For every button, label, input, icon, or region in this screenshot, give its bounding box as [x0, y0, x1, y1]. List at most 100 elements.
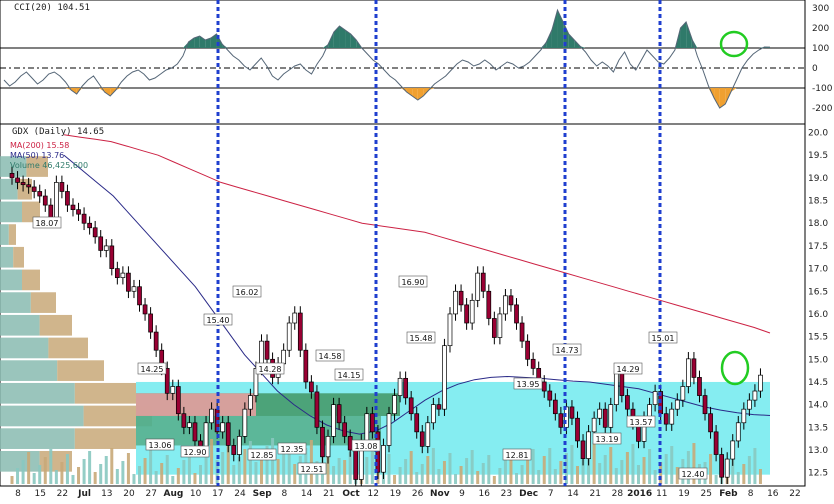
candle-body	[54, 182, 58, 220]
candle-body	[598, 409, 602, 418]
volume-bar	[271, 438, 274, 484]
candle-body	[420, 432, 424, 447]
volume-bar	[116, 469, 119, 484]
candle-body	[576, 418, 580, 441]
vp-bar	[0, 224, 9, 245]
volume-bar	[16, 468, 19, 484]
x-tick-label: Sep	[253, 489, 273, 499]
cci-tick-label: 300	[812, 4, 829, 14]
volume-bar	[105, 456, 108, 484]
candle-body	[93, 228, 97, 237]
volume-bar	[598, 463, 601, 484]
annotation-13-57: 13.57	[630, 418, 653, 427]
annotation-13-19: 13.19	[596, 435, 619, 444]
x-tick-label: Oct	[342, 489, 360, 499]
volume-bar	[399, 467, 402, 484]
candle-body	[747, 400, 751, 409]
volume-bar	[177, 468, 180, 484]
annotation-18-07: 18.07	[36, 219, 59, 228]
cci-header: CCI(20) 104.51	[14, 3, 90, 13]
volume-bar	[77, 467, 80, 484]
price-tick-label: 17.5	[808, 242, 828, 252]
candle-body	[559, 414, 563, 428]
candle-body	[670, 409, 674, 424]
candle-body	[442, 346, 446, 409]
candle-body	[515, 305, 519, 323]
volume-bar	[410, 451, 413, 484]
volume-bar	[193, 473, 196, 484]
x-tick-label: 2016	[627, 489, 652, 499]
price-tick-label: 18.0	[808, 219, 828, 229]
x-tick-label: 23	[501, 489, 512, 499]
candle-body	[681, 386, 685, 400]
volume-bar	[254, 462, 257, 484]
volume-bar	[421, 464, 424, 484]
annotation-14-28: 14.28	[259, 365, 282, 374]
cci-tick-label: 200	[812, 24, 829, 34]
candle-body	[104, 246, 108, 251]
candle-body	[60, 182, 64, 191]
annotation-13-95: 13.95	[517, 380, 540, 389]
candle-body	[692, 359, 696, 378]
candle-body	[709, 414, 713, 432]
x-tick-label: 12	[367, 489, 378, 499]
candle-body	[697, 377, 701, 395]
vp-bar	[0, 202, 22, 223]
candle-body	[664, 414, 668, 424]
candle-body	[398, 378, 402, 395]
vp-bar	[0, 292, 31, 313]
candle-body	[154, 332, 158, 350]
price-tick-label: 20.0	[808, 129, 828, 139]
volume-bar	[465, 458, 468, 484]
volume-bar	[277, 459, 280, 484]
volume-bar	[332, 466, 335, 484]
candle-body	[675, 400, 679, 409]
volume-bar	[676, 467, 679, 484]
volume-bar	[537, 470, 540, 484]
candle-body	[32, 187, 36, 192]
candle-body	[503, 296, 507, 314]
candle-body	[370, 414, 374, 432]
x-tick-label: 21	[323, 489, 334, 499]
volume-bar	[388, 454, 391, 484]
candle-body	[138, 287, 142, 305]
volume-bar	[521, 465, 524, 484]
candle-body	[326, 436, 330, 456]
volume-bar	[121, 461, 124, 484]
price-tick-label: 19.5	[808, 151, 828, 161]
candle-body	[476, 273, 480, 300]
candle-body	[498, 314, 502, 338]
cci-tick-label: -100	[812, 84, 833, 94]
vp-bar	[0, 315, 40, 336]
candle-body	[43, 196, 47, 205]
volume-bar	[432, 448, 435, 484]
candle-body	[337, 405, 341, 423]
x-tick-label: 9	[459, 489, 465, 499]
volume-bar	[282, 451, 285, 484]
price-tick-label: 12.5	[808, 469, 828, 479]
x-tick-label: 19	[678, 489, 690, 499]
candle-body	[492, 318, 496, 337]
vp-bar	[0, 451, 40, 472]
volume-bar	[44, 457, 47, 484]
annotation-12-35: 12.35	[281, 445, 304, 454]
annotation-12-90: 12.90	[184, 448, 207, 457]
x-tick-label: 17	[212, 489, 223, 499]
x-tick-label: Jul	[77, 489, 91, 499]
annotation-12-81: 12.81	[506, 451, 529, 460]
volume-bar	[99, 464, 102, 484]
candle-body	[232, 445, 236, 454]
candle-body	[320, 427, 324, 456]
volume-bar	[454, 474, 457, 484]
candle-body	[625, 396, 629, 410]
volume-bar	[94, 472, 97, 484]
volume-bar	[160, 463, 163, 484]
volume-bar	[83, 459, 86, 484]
candle-body	[210, 409, 214, 423]
price-tick-label: 14.5	[808, 378, 828, 388]
vp-bar	[22, 270, 40, 291]
candle-body	[614, 372, 618, 405]
candle-body	[393, 396, 397, 414]
volume-bar	[493, 476, 496, 484]
